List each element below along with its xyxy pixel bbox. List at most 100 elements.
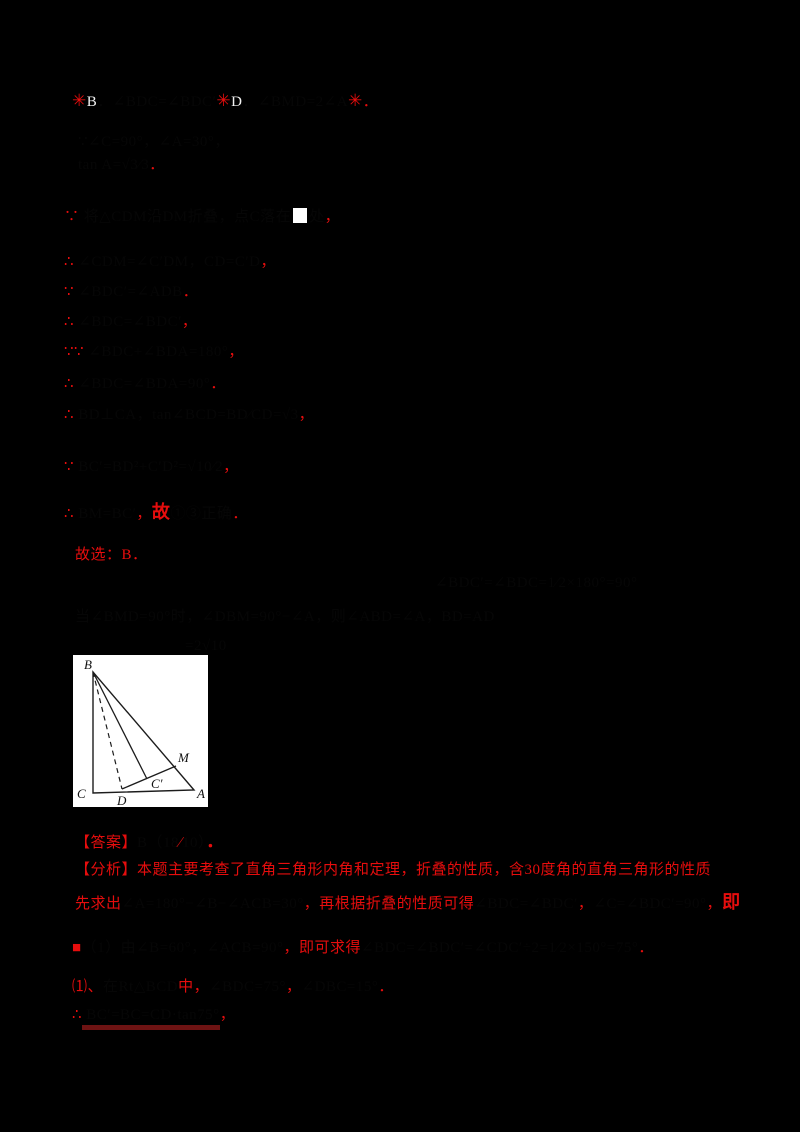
work-line-right: ∠BDC′=∠BDC=1⁄2×180°=90° bbox=[435, 573, 637, 592]
math-text: ∠CDM=∠C′DM，CD=C′D bbox=[74, 254, 261, 270]
analysis-line-2: 先求出∠A=180°−∠B−∠ACB=30°，再根据折叠的性质可得∠BDC=∠B… bbox=[75, 888, 741, 914]
red-annotation-text: ⑴、 bbox=[72, 979, 104, 995]
folded-triangle-diagram: B C A D C′ M bbox=[77, 657, 205, 807]
math-text: 将△CDM沿DM折叠，点C落在 bbox=[79, 209, 292, 225]
vertex-label-A: A bbox=[196, 786, 205, 801]
red-annotation-text: ， bbox=[260, 254, 276, 270]
red-annotation-text: ， bbox=[223, 459, 239, 475]
math-text: （1）由∠B=60°，∠ACB=90° bbox=[81, 940, 284, 956]
segment-BCprime bbox=[92, 671, 148, 780]
segment-DM bbox=[121, 765, 177, 790]
math-text: ∵∠C=90°，∠A=30°， bbox=[78, 134, 230, 150]
math-text: ∠DBC=15° bbox=[301, 979, 379, 995]
red-annotation-text: ， bbox=[228, 344, 244, 360]
math-text: 当∠BMD=90°时，∠DBM=90°−∠A，则∠ABD=∠A，BD=AD bbox=[75, 609, 495, 625]
triangle-BCA bbox=[92, 670, 196, 794]
proof-step-6: ∴ ∠BDC=∠BDA=90°． bbox=[64, 372, 226, 393]
math-text: ∠BDC′=∠BDC=1⁄2×180°=90° bbox=[435, 575, 638, 591]
proof-step-5: ∵∵ ∠BDC+∠BDA=180°， bbox=[64, 340, 244, 361]
red-annotation-text: ． bbox=[362, 94, 379, 110]
math-text: ∠A=180°−∠B−∠ACB=30° bbox=[121, 896, 304, 912]
red-annotation-text: ， bbox=[577, 896, 594, 912]
math-text: B（18 bbox=[137, 835, 180, 851]
work-line-wide: 当∠BMD=90°时，∠DBM=90°−∠A，则∠ABD=∠A，BD=AD bbox=[75, 605, 495, 626]
math-text: BD⊥CA，tan∠BCD=BD⁄CD=√3 bbox=[74, 407, 299, 423]
given-fraction-line-2: tan A=√3⁄3． bbox=[78, 153, 165, 174]
proof-step-9: ∴ BM=BC′，故①③正确． bbox=[64, 498, 248, 524]
red-annotation-text: ． bbox=[206, 831, 225, 851]
red-annotation-text: 中 bbox=[178, 979, 194, 995]
dashed-segment-BD bbox=[92, 671, 123, 790]
red-annotation-text: 【答案】 bbox=[75, 835, 138, 851]
point-label-M: M bbox=[177, 750, 190, 765]
therefore-symbol: ∴ bbox=[64, 506, 75, 522]
math-text: 在Rt△BCD bbox=[103, 979, 179, 995]
math-text: BC′=BD²+C′D²=√10⁄2 bbox=[74, 459, 224, 475]
detail-line-2: ⑴、在Rt△BCD中，∠BDC=75°，∠DBC=15°． bbox=[72, 975, 394, 996]
red-annotation-text: ， bbox=[706, 896, 723, 912]
red-annotation-text: ， bbox=[285, 979, 302, 995]
red-annotation-text: ． bbox=[378, 979, 394, 995]
highlight-box bbox=[293, 208, 308, 223]
red-annotation-text: ， bbox=[136, 506, 152, 522]
math-text: ∠BDC=75° bbox=[209, 979, 286, 995]
red-annotation-text: ， bbox=[219, 1007, 236, 1023]
red-annotation-text: 即 bbox=[722, 892, 741, 912]
problem-statement: ✳B．∠BDC=∠BDC′✳D．∠BMD=2∠A✳． bbox=[72, 90, 378, 111]
red-annotation-text: ， bbox=[181, 314, 198, 330]
given-fraction-line-1: ∵∠C=90°，∠A=30°， bbox=[78, 130, 230, 151]
math-text: BC′=BC=CD·tan75° bbox=[82, 1007, 220, 1030]
red-annotation-text: ． bbox=[210, 376, 226, 392]
math-text: ∠BDC=∠BDC′ bbox=[74, 314, 182, 330]
red-annotation-text: ■ bbox=[72, 940, 82, 956]
red-annotation-text: 再根据折叠的性质可得 bbox=[319, 896, 475, 912]
point-label-D: D bbox=[116, 793, 127, 807]
therefore-symbol: ∴ bbox=[72, 1007, 83, 1023]
red-star-mark: ✳ bbox=[348, 91, 363, 110]
math-text: ∠BDC+∠BDA=180° bbox=[84, 344, 229, 360]
because-symbol: ∵∵ bbox=[64, 344, 85, 360]
detail-line-1: ■（1）由∠B=60°，∠ACB=90°，即可求得∠BDC=∠BDC′=∠CDC… bbox=[72, 936, 654, 957]
red-annotation-text: ． bbox=[232, 506, 248, 522]
math-text: tan A=√3⁄3 bbox=[78, 157, 150, 173]
red-annotation-text: ． bbox=[638, 940, 654, 956]
red-star-mark: ✳ bbox=[72, 91, 87, 110]
therefore-symbol: ∴ bbox=[64, 376, 75, 392]
red-annotation-text: ， bbox=[283, 940, 299, 956]
red-star-mark: ✳ bbox=[216, 91, 232, 110]
geometry-figure: B C A D C′ M bbox=[73, 655, 208, 807]
proof-step-2: ∴ ∠CDM=∠C′DM，CD=C′D， bbox=[64, 250, 276, 271]
math-text: ∠BDC=∠BDA=90° bbox=[74, 376, 211, 392]
red-annotation-text: ∕ bbox=[179, 835, 183, 851]
red-annotation-text: ， bbox=[193, 979, 210, 995]
red-annotation-text: ， bbox=[303, 896, 320, 912]
red-annotation-text: 【分析】本题主要考查了直角三角形内角和定理，折叠的性质，含30度角的直角三角形的… bbox=[75, 862, 712, 878]
analysis-line-1: 【分析】本题主要考查了直角三角形内角和定理，折叠的性质，含30度角的直角三角形的… bbox=[75, 858, 711, 879]
proof-step-8: ∵ BC′=BD²+C′D²=√10⁄2， bbox=[64, 455, 239, 476]
point-label-C-prime: C′ bbox=[151, 776, 163, 791]
red-annotation-text: ， bbox=[298, 407, 315, 423]
red-annotation-text: 先求出 bbox=[75, 896, 122, 912]
because-symbol: ∵ bbox=[64, 209, 80, 225]
red-annotation-text: 故 bbox=[151, 502, 171, 522]
math-text: ．∠BMD=2∠A bbox=[242, 94, 349, 110]
proof-step-3: ∵ ∠BDC′=∠ADB． bbox=[64, 280, 198, 301]
math-text: ∠BDC=∠BDC′ bbox=[474, 896, 578, 912]
proof-step-7: ∴ BD⊥CA，tan∠BCD=BD⁄CD=√3， bbox=[64, 403, 314, 424]
math-text: ①③正确 bbox=[170, 506, 233, 522]
math-text: ∠BDC=∠BDC′=∠CDC′÷2=1⁄2×150°=75° bbox=[361, 940, 639, 956]
red-annotation-text: 即可求得 bbox=[298, 940, 361, 956]
vertex-label-C: C bbox=[77, 786, 86, 801]
detail-line-3: ∴ BC′=BC=CD·tan75°， bbox=[72, 1003, 236, 1030]
therefore-symbol: ∴ bbox=[64, 314, 75, 330]
because-symbol: ∵ bbox=[64, 284, 75, 300]
therefore-symbol: ∴ bbox=[64, 254, 75, 270]
proof-step-1: ∵ 将△CDM沿DM折叠，点C落在 处， bbox=[64, 205, 340, 226]
work-line-fraction: =2√10 bbox=[185, 638, 227, 655]
vertex-label-B: B bbox=[84, 657, 92, 672]
proof-step-4: ∴ ∠BDC=∠BDC′， bbox=[64, 310, 197, 331]
math-text: ．∠BDC=∠BDC′ bbox=[97, 94, 217, 110]
because-symbol: ∵ bbox=[64, 459, 75, 475]
math-text: ∠BDC′=∠ADB bbox=[74, 284, 183, 300]
